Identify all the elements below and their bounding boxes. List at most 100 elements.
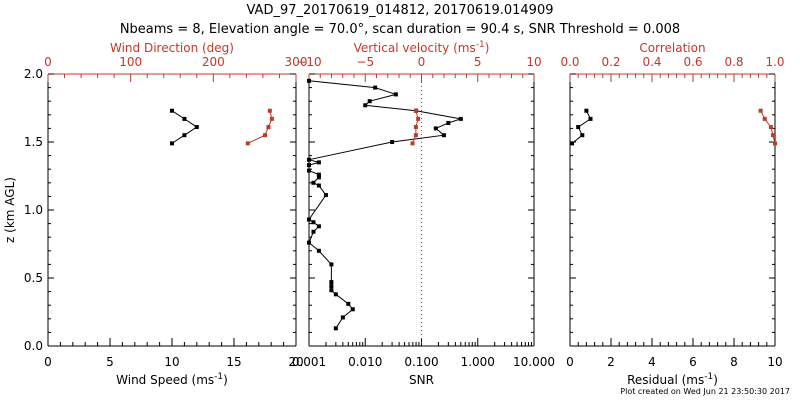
data-point-wind-direction — [269, 116, 274, 121]
data-point-snr — [363, 103, 368, 108]
figure-title: VAD_97_20170619_014812, 20170619.014909 — [246, 3, 554, 18]
x-tick-label: 15 — [226, 355, 241, 369]
x-tick-label: 2 — [607, 355, 615, 369]
data-point-vertical-velocity — [413, 108, 418, 113]
data-point-snr — [307, 157, 311, 162]
series-line-wind-speed — [171, 110, 198, 144]
data-point-snr — [311, 220, 316, 225]
data-point-snr — [307, 78, 311, 83]
x-tick-label: 4 — [648, 355, 656, 369]
y-tick-label: 1.5 — [24, 135, 43, 149]
data-point-snr — [433, 126, 438, 131]
data-point-snr — [329, 288, 334, 293]
x-tick-label: 10 — [164, 355, 179, 369]
top-tick-label: −10 — [296, 55, 321, 69]
top-tick-label: 200 — [202, 55, 225, 69]
x-axis-label: SNR — [409, 373, 434, 387]
data-point-wind-direction — [263, 133, 267, 138]
x-tick-label: 0.001 — [292, 355, 326, 369]
x-tick-label: 0.100 — [404, 355, 438, 369]
data-point-vertical-velocity — [413, 125, 418, 130]
top-tick-label: 0.4 — [642, 55, 661, 69]
data-point-snr — [329, 284, 334, 289]
data-point-snr — [311, 229, 316, 234]
y-tick-label: 0.0 — [24, 339, 43, 353]
data-point-wind-direction — [266, 125, 271, 130]
x-tick-label: 0 — [44, 355, 52, 369]
data-point-snr — [329, 280, 334, 285]
x-axis-label: Wind Speed (ms-1) — [116, 372, 228, 387]
top-tick-label: 0.2 — [601, 55, 620, 69]
data-point-residual — [570, 141, 575, 146]
plot-created-footer: Plot created on Wed Jun 21 23:50:30 2017 — [620, 387, 790, 396]
top-axis-label: Correlation — [639, 41, 705, 55]
data-point-correlation — [773, 141, 777, 146]
data-point-snr — [393, 92, 398, 97]
data-point-snr — [316, 160, 321, 165]
data-point-residual — [580, 133, 585, 138]
data-point-snr — [346, 301, 351, 306]
data-point-snr — [441, 133, 446, 138]
data-point-vertical-velocity — [410, 141, 415, 146]
x-tick-label: 1.000 — [461, 355, 495, 369]
x-tick-label: 0.010 — [348, 355, 382, 369]
data-point-residual — [576, 125, 581, 130]
data-point-snr — [311, 180, 316, 185]
data-point-wind-speed — [194, 125, 199, 130]
data-point-wind-direction — [267, 108, 272, 113]
y-tick-label: 1.0 — [24, 203, 43, 217]
data-point-vertical-velocity — [413, 133, 418, 138]
data-point-wind-speed — [170, 141, 174, 146]
top-tick-label: 0.8 — [724, 55, 743, 69]
data-point-wind-speed — [170, 108, 174, 113]
data-point-snr — [316, 175, 321, 180]
data-point-correlation — [758, 108, 763, 113]
x-tick-label: 8 — [730, 355, 738, 369]
y-axis-label: z (km AGL) — [3, 177, 17, 243]
data-point-snr — [316, 172, 321, 177]
x-tick-label: 20 — [288, 355, 303, 369]
data-point-snr — [316, 224, 321, 229]
top-tick-label: 1.0 — [765, 55, 784, 69]
top-tick-label: 0.6 — [683, 55, 702, 69]
y-tick-label: 0.5 — [24, 271, 43, 285]
data-point-snr — [307, 163, 311, 168]
top-tick-label: 0.0 — [560, 55, 579, 69]
top-tick-label: −5 — [356, 55, 374, 69]
x-tick-label: 10 — [767, 355, 782, 369]
data-point-snr — [316, 248, 321, 253]
data-point-correlation — [770, 133, 775, 138]
data-point-vertical-velocity — [416, 116, 421, 121]
data-point-residual — [588, 116, 593, 121]
data-point-snr — [446, 120, 451, 125]
data-point-snr — [333, 292, 338, 297]
x-tick-label: 10.000 — [513, 355, 555, 369]
x-tick-label: 6 — [689, 355, 697, 369]
data-point-snr — [307, 240, 311, 245]
top-tick-label: 5 — [474, 55, 482, 69]
data-point-correlation — [768, 125, 773, 130]
top-tick-label: 100 — [119, 55, 142, 69]
x-tick-label: 5 — [106, 355, 114, 369]
data-point-snr — [390, 140, 395, 144]
y-tick-label: 2.0 — [24, 67, 43, 81]
top-tick-label: 300 — [285, 55, 308, 69]
data-point-wind-direction — [245, 141, 250, 146]
data-point-snr — [458, 116, 463, 121]
series-line-residual — [571, 110, 592, 144]
data-point-residual — [584, 108, 589, 113]
data-point-snr — [367, 99, 372, 104]
data-point-wind-speed — [182, 116, 187, 121]
data-point-correlation — [762, 116, 767, 121]
top-tick-label: 0 — [44, 55, 52, 69]
data-point-snr — [307, 217, 311, 222]
data-point-snr — [333, 326, 338, 331]
x-tick-label: 0 — [566, 355, 574, 369]
data-point-snr — [323, 193, 328, 198]
x-axis-label: Residual (ms-1) — [627, 372, 718, 387]
data-point-snr — [316, 183, 321, 188]
data-point-snr — [373, 85, 378, 90]
data-point-snr — [307, 168, 311, 173]
data-point-snr — [340, 315, 345, 320]
